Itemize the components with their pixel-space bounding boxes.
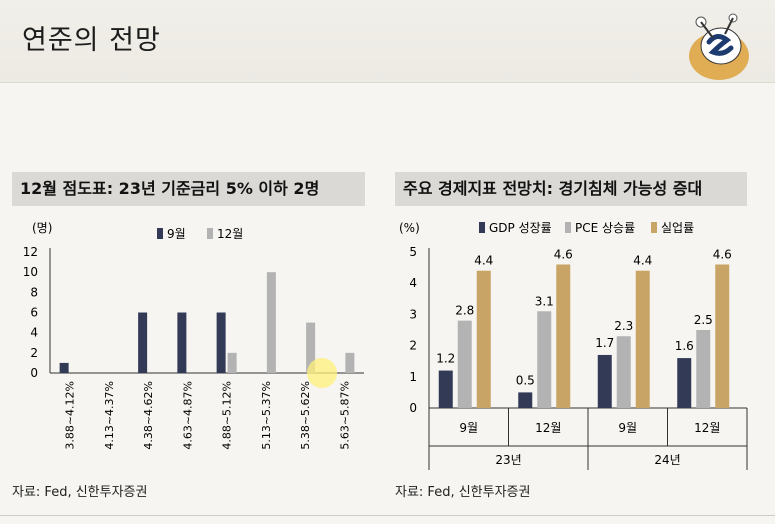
bar-dec [306, 322, 316, 373]
bar-pce [696, 330, 711, 408]
y-tick-label: 4 [409, 276, 417, 290]
x-tick-label: 5.38~5.62% [299, 381, 312, 450]
y-tick-label: 2 [30, 346, 38, 360]
bar-unemployment [715, 264, 730, 408]
bar-pce [457, 320, 472, 408]
group-label: 24년 [654, 453, 680, 467]
header-divider [0, 82, 775, 83]
x-tick-label: 4.88~5.12% [221, 381, 234, 450]
page-title: 연준의 전망 [22, 25, 161, 56]
bar-pce [616, 336, 631, 408]
data-label: 4.6 [554, 247, 573, 261]
legend-label: 실업률 [661, 221, 694, 235]
data-label: 0.5 [516, 373, 535, 387]
bar-unemployment [476, 270, 491, 408]
right-source: 자료: Fed, 신한투자증권 [395, 485, 531, 500]
legend-swatch [565, 222, 571, 233]
y-tick-label: 3 [409, 307, 417, 321]
y-tick-label: 10 [23, 265, 38, 279]
x-tick-label: 4.38~4.62% [142, 381, 155, 450]
bar-gdp [438, 370, 453, 408]
data-label: 4.6 [713, 247, 732, 261]
bar-gdp [677, 358, 692, 408]
bar-dec [227, 352, 237, 373]
y-tick-label: 0 [30, 366, 38, 380]
data-label: 2.8 [455, 304, 474, 318]
data-label: 1.6 [675, 339, 694, 353]
y-axis-label: (%) [399, 221, 420, 235]
legend-label: 12월 [217, 227, 243, 241]
data-label: 3.1 [535, 294, 554, 308]
legend-swatch [157, 228, 163, 239]
dot-plot-bar-chart: (명) 0 2 4 6 8 10 12 3.88~4.12% 4.13~4.37% 4.38~4.6… [23, 221, 364, 450]
x-tick-label: 5.13~5.37% [260, 381, 273, 450]
legend-swatch [651, 222, 657, 233]
x-tick-label: 12월 [694, 421, 720, 435]
left-source: 자료: Fed, 신한투자증권 [12, 485, 148, 500]
data-label: 2.5 [694, 313, 713, 327]
right-panel-title: 주요 경제지표 전망치: 경기침체 가능성 증대 [395, 172, 747, 206]
x-tick-label: 9월 [459, 421, 478, 435]
bar-unemployment [635, 270, 650, 408]
bar-pce [537, 311, 552, 408]
y-tick-label: 6 [30, 306, 38, 320]
y-axis-label: (명) [32, 221, 52, 235]
data-label: 4.4 [633, 254, 652, 268]
y-tick-label: 4 [30, 326, 38, 340]
data-label: 2.3 [614, 319, 633, 333]
y-tick-label: 12 [23, 245, 38, 259]
bar-dec [266, 272, 276, 373]
x-tick-label: 4.13~4.37% [103, 381, 116, 450]
data-label: 1.2 [436, 352, 455, 366]
y-tick-label: 1 [409, 370, 417, 384]
left-panel-title: 12월 점도표: 23년 기준금리 5% 이하 2명 [12, 172, 365, 206]
bar-unemployment [556, 264, 571, 408]
y-tick-label: 5 [409, 245, 417, 259]
footer-divider [0, 515, 775, 516]
data-label: 1.7 [595, 336, 614, 350]
x-tick-label: 9월 [618, 421, 637, 435]
legend-swatch [479, 222, 485, 233]
bar-sep [216, 312, 226, 373]
bar-sep [177, 312, 187, 373]
group-label: 23년 [495, 453, 521, 467]
bar-gdp [518, 392, 533, 408]
x-tick-label: 5.63~5.87% [338, 381, 351, 450]
header-band [0, 0, 775, 82]
legend-swatch [207, 228, 213, 239]
cursor-highlight [307, 358, 337, 388]
legend-label: GDP 성장률 [489, 221, 552, 235]
bar-gdp [597, 354, 612, 408]
x-tick-label: 3.88~4.12% [64, 381, 77, 450]
economic-forecast-bar-chart: (%)0123451.22.84.40.53.14.61.72.34.41.62… [399, 221, 748, 470]
data-label: 4.4 [474, 254, 493, 268]
legend-label: 9월 [167, 227, 186, 241]
bar-sep [59, 362, 69, 373]
bar-dec [345, 352, 355, 373]
legend-label: PCE 상승률 [575, 221, 635, 235]
logo-icon [689, 13, 749, 80]
x-tick-label: 4.63~4.87% [181, 381, 194, 450]
y-tick-label: 2 [409, 339, 417, 353]
y-tick-label: 0 [409, 401, 417, 415]
bar-sep [138, 312, 148, 373]
x-tick-label: 12월 [535, 421, 561, 435]
y-tick-label: 8 [30, 285, 38, 299]
